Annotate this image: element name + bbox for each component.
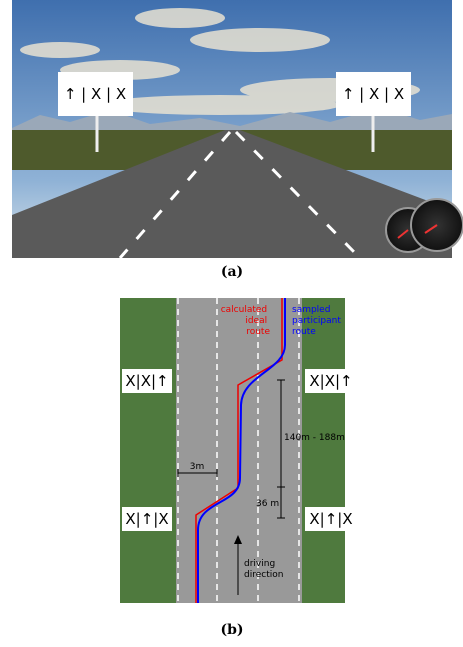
- route-label: sampled participant route: [292, 305, 344, 337]
- sign-text: X|↑|X: [309, 510, 352, 528]
- sign: [336, 72, 411, 116]
- caption: (a): [221, 264, 243, 280]
- grass: [302, 298, 345, 603]
- diagram: calculated ideal route sampled participa…: [120, 298, 357, 603]
- caption: (b): [220, 622, 243, 638]
- dimension-lines: [177, 379, 285, 595]
- distance-label: 140m - 188m: [284, 433, 345, 443]
- road: [176, 298, 302, 603]
- sign-text: X|X|↑: [125, 372, 168, 390]
- sign-text: ↑ | X | X: [64, 85, 126, 103]
- grass: [120, 298, 176, 603]
- clouds: [20, 8, 420, 115]
- sign: [58, 72, 133, 116]
- sampled-route: [197, 298, 286, 603]
- road: [12, 130, 452, 258]
- screenshot: ↑ | X | X ↑ | X | X: [12, 0, 463, 260]
- signs: [122, 369, 357, 531]
- arrow-head: [234, 535, 242, 544]
- distance-label: 36 m: [256, 499, 279, 509]
- sign-text: X|↑|X: [125, 510, 168, 528]
- width-label: 3m: [190, 462, 205, 472]
- lane-markings: [118, 130, 362, 260]
- direction-label: driving direction: [244, 559, 283, 580]
- route-label: calculated ideal route: [221, 305, 271, 337]
- calculated-route: [195, 298, 283, 603]
- sign-text: X|X|↑: [309, 372, 352, 390]
- sign-text: ↑ | X | X: [342, 85, 404, 103]
- lane-lines: [177, 298, 300, 603]
